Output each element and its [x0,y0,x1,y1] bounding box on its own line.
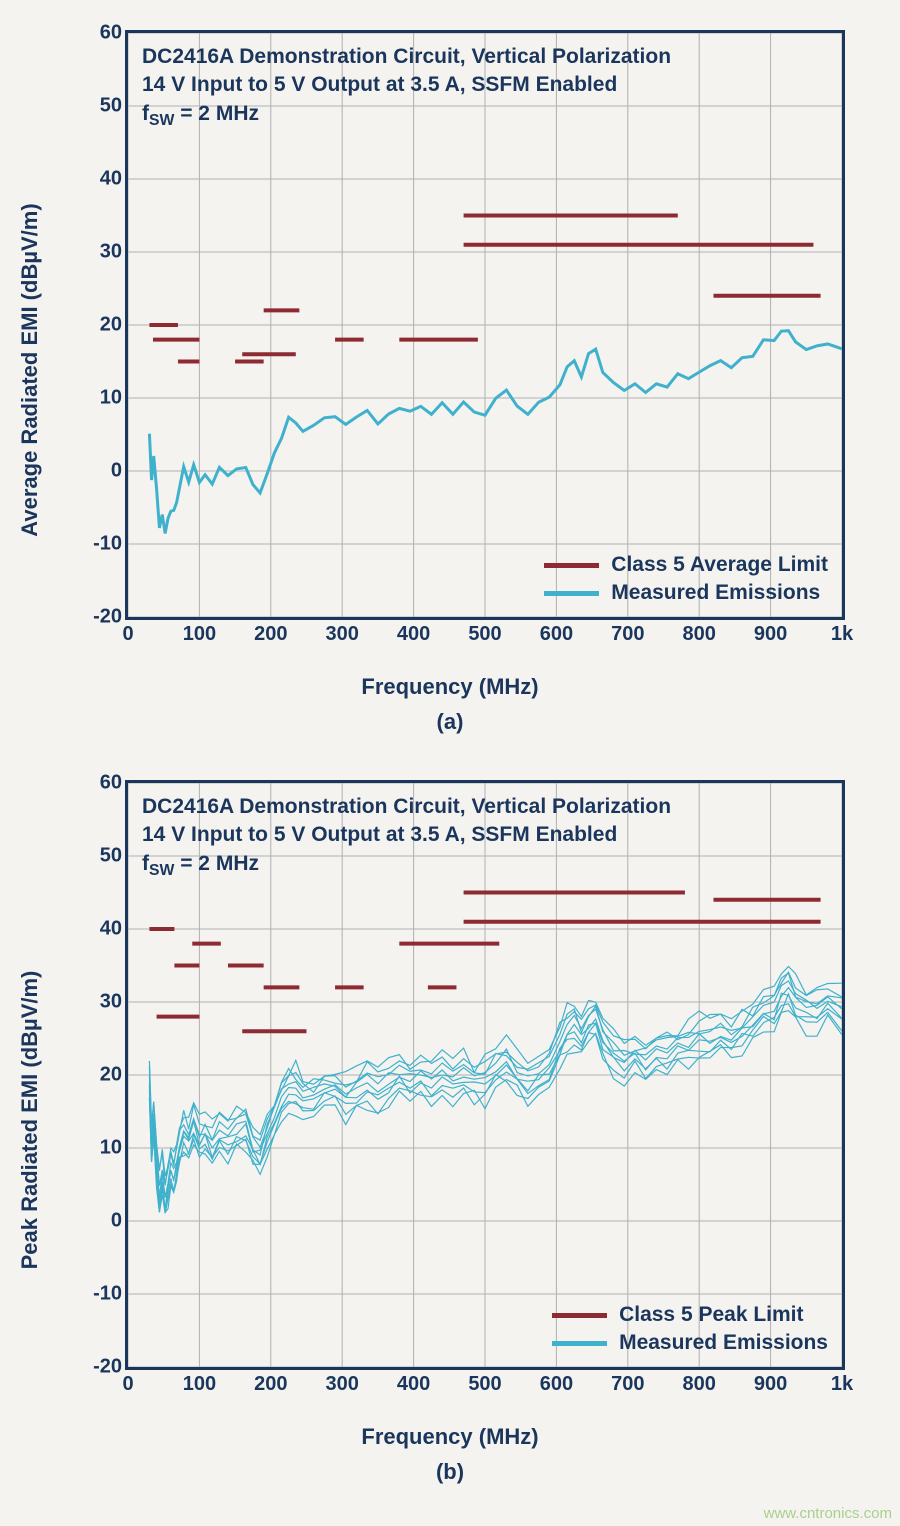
ytick: 60 [100,22,128,45]
legend-swatch [552,1313,607,1318]
chart-b-annotation: DC2416A Demonstration Circuit, Vertical … [142,793,671,881]
ytick: 0 [111,1210,128,1233]
ytick: 30 [100,241,128,264]
chart-b-plot-area: DC2416A Demonstration Circuit, Vertical … [125,780,845,1370]
ytick: 0 [111,460,128,483]
chart-b-sublabel: (b) [436,1459,464,1485]
annotation-line: DC2416A Demonstration Circuit, Vertical … [142,43,671,71]
ytick: -10 [93,1283,128,1306]
xtick: 100 [183,617,216,646]
chart-a-legend: Class 5 Average Limit Measured Emissions [544,549,828,605]
ytick: 10 [100,1137,128,1160]
chart-b-ylabel: Peak Radiated EMI (dBµV/m) [17,971,43,1270]
ytick: 10 [100,387,128,410]
legend-swatch [552,1341,607,1346]
xtick: 0 [122,1367,133,1396]
chart-a-sublabel: (a) [437,709,464,735]
xtick: 300 [326,617,359,646]
annotation-line: fSW = 2 MHz [142,100,671,131]
ytick: 40 [100,168,128,191]
ytick: 30 [100,991,128,1014]
ytick: 20 [100,1064,128,1087]
legend-label: Measured Emissions [611,581,820,605]
ytick: 50 [100,95,128,118]
legend-swatch [544,591,599,596]
watermark: www.cntronics.com [764,1505,892,1522]
legend-item: Measured Emissions [544,581,828,605]
legend-label: Class 5 Average Limit [611,553,828,577]
xtick: 900 [754,1367,787,1396]
xtick: 1k [831,1367,853,1396]
xtick: 500 [468,1367,501,1396]
xtick: 900 [754,617,787,646]
annotation-line: 14 V Input to 5 V Output at 3.5 A, SSFM … [142,821,671,849]
annotation-line: 14 V Input to 5 V Output at 3.5 A, SSFM … [142,71,671,99]
legend-item: Measured Emissions [552,1331,828,1355]
xtick: 700 [611,617,644,646]
chart-a-plot-area: DC2416A Demonstration Circuit, Vertical … [125,30,845,620]
xtick: 600 [540,1367,573,1396]
chart-a-container: Average Radiated EMI (dBµV/m) DC2416A De… [30,10,870,730]
xtick: 700 [611,1367,644,1396]
ytick: 50 [100,845,128,868]
page: { "colors":{ "text":"#1b365d", "grid":"#… [0,0,900,1526]
legend-label: Measured Emissions [619,1331,828,1355]
annotation-line: fSW = 2 MHz [142,850,671,881]
chart-b-container: Peak Radiated EMI (dBµV/m) DC2416A Demon… [30,760,870,1480]
chart-b-legend: Class 5 Peak Limit Measured Emissions [552,1299,828,1355]
xtick: 1k [831,617,853,646]
xtick: 600 [540,617,573,646]
xtick: 800 [683,617,716,646]
xtick: 400 [397,617,430,646]
chart-a-ylabel: Average Radiated EMI (dBµV/m) [17,203,43,536]
xtick: 400 [397,1367,430,1396]
xtick: 500 [468,617,501,646]
legend-item: Class 5 Average Limit [544,553,828,577]
chart-a-annotation: DC2416A Demonstration Circuit, Vertical … [142,43,671,131]
xtick: 800 [683,1367,716,1396]
ytick: 60 [100,772,128,795]
legend-item: Class 5 Peak Limit [552,1303,828,1327]
chart-a-xlabel: Frequency (MHz) [361,674,538,700]
annotation-line: DC2416A Demonstration Circuit, Vertical … [142,793,671,821]
ytick: 40 [100,918,128,941]
chart-b-xlabel: Frequency (MHz) [361,1424,538,1450]
xtick: 200 [254,1367,287,1396]
legend-swatch [544,563,599,568]
xtick: 200 [254,617,287,646]
xtick: 100 [183,1367,216,1396]
ytick: 20 [100,314,128,337]
legend-label: Class 5 Peak Limit [619,1303,803,1327]
ytick: -10 [93,533,128,556]
xtick: 300 [326,1367,359,1396]
xtick: 0 [122,617,133,646]
